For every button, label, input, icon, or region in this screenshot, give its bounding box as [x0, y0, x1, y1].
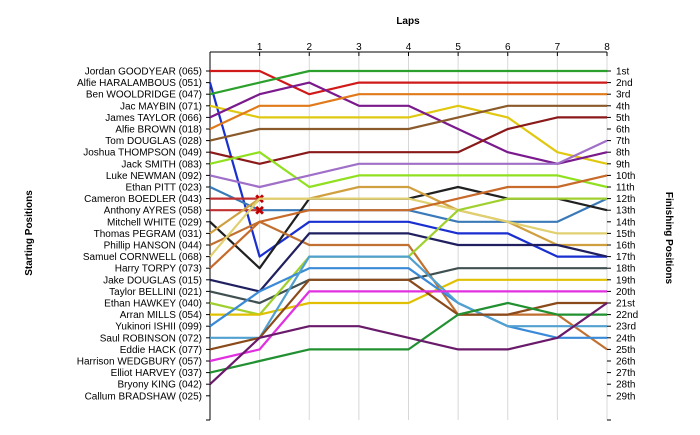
starting-driver-label: Anthony AYRES (058) [104, 206, 202, 217]
starting-driver-label: Jack SMITH (083) [121, 159, 202, 170]
finish-position-label: 21st [616, 299, 635, 310]
finish-position-label: 27th [616, 368, 635, 379]
finish-position-label: 3rd [616, 90, 630, 101]
finish-position-label: 12th [616, 194, 635, 205]
starting-driver-label: Mitchell WHITE (029) [107, 217, 202, 228]
x-axis-title: Laps [396, 16, 420, 27]
finish-position-label: 11th [616, 183, 635, 194]
series-line [209, 197, 607, 258]
axis-ticks: 1 2 3 4 5 6 7 8 [206, 42, 611, 421]
series-line [209, 116, 607, 165]
starting-driver-label: Joshua THOMPSON (049) [83, 148, 202, 159]
starting-driver-label: Eddie HACK (077) [120, 345, 202, 356]
starting-driver-label: Cameron BOEDLER (043) [84, 194, 202, 205]
series-line [209, 151, 608, 189]
retired-marker: ✖ [254, 204, 265, 219]
series-line [209, 301, 607, 374]
finish-position-label: 18th [616, 264, 635, 275]
x-tick-label: 2 [306, 42, 312, 53]
starting-driver-label: Elliot HARVEY (037) [111, 368, 202, 379]
starting-driver-label: Tom DOUGLAS (028) [105, 136, 202, 147]
x-tick-label: 4 [406, 42, 412, 53]
finish-position-label: 9th [616, 159, 630, 170]
finish-position-label: 26th [616, 357, 635, 368]
starting-driver-label: Luke NEWMAN (092) [106, 171, 202, 182]
x-tick-label: 5 [455, 42, 461, 53]
starting-driver-label: Ethan HAWKEY (040) [104, 299, 202, 310]
starting-driver-label: Alfie HARALAMBOUS (051) [77, 78, 202, 89]
x-tick-label: 3 [356, 42, 362, 53]
finish-position-label: 25th [616, 345, 635, 356]
finish-position-label: 6th [616, 125, 630, 136]
finish-position-label: 1st [616, 67, 630, 78]
finish-position-label: 7th [616, 136, 630, 147]
starting-driver-label: Samuel CORNWELL (068) [83, 252, 202, 263]
finish-position-label: 16th [616, 241, 635, 252]
finish-position-label: 5th [616, 113, 630, 124]
finish-position-label: 2nd [616, 78, 633, 89]
starting-driver-label: Jake DOUGLAS (015) [103, 275, 202, 286]
x-tick-label: 6 [505, 42, 511, 53]
starting-driver-label: Taylor BELLINI (021) [109, 287, 202, 298]
series-line [209, 81, 608, 165]
series-line [209, 174, 608, 270]
starting-driver-label: Arran MILLS (054) [120, 310, 202, 321]
series-line [209, 290, 607, 363]
series-line [209, 104, 608, 165]
finish-position-label: 17th [616, 252, 635, 263]
finish-position-label: 8th [616, 148, 630, 159]
finish-position-label: 23rd [616, 322, 636, 333]
series-line [209, 302, 608, 386]
finish-position-label: 15th [616, 229, 635, 240]
finish-position-label: 4th [616, 101, 630, 112]
series-line [209, 220, 608, 351]
finish-position-label: 14th [616, 217, 635, 228]
finish-position-label: 10th [616, 171, 635, 182]
starting-driver-label: Jac MAYBIN (071) [120, 101, 202, 112]
series-line [209, 278, 607, 351]
x-tick-label: 7 [555, 42, 561, 53]
x-tick-label: 1 [257, 42, 263, 53]
starting-driver-label: James TAYLOR (066) [105, 113, 202, 124]
starting-driver-label: Bryony KING (042) [118, 380, 202, 391]
finish-position-label: 28th [616, 380, 635, 391]
series-line [209, 232, 608, 293]
starting-driver-label: Saul ROBINSON (072) [100, 333, 202, 344]
series-line [209, 139, 608, 189]
y-axis-right-title: Finishing Positions [663, 192, 674, 285]
finish-position-label: 20th [616, 287, 635, 298]
position-lines: ✖✖ [208, 69, 608, 386]
starting-driver-label: Thomas PEGRAM (031) [94, 229, 202, 240]
starting-driver-label: Jordan GOODYEAR (065) [85, 67, 202, 78]
finish-position-label: 24th [616, 333, 635, 344]
starting-driver-label: Harry TORPY (073) [115, 264, 202, 275]
series-line [209, 69, 607, 96]
x-tick-label: 8 [604, 42, 610, 53]
series-line [209, 104, 607, 142]
driver-labels: 1st2nd3rd4th5th6th7th8th9th10th11th12th1… [77, 67, 638, 403]
starting-driver-label: Callum BRADSHAW (025) [85, 391, 202, 402]
starting-driver-label: Phillip HANSON (044) [104, 241, 202, 252]
series-line [210, 255, 607, 339]
finish-position-label: 19th [616, 275, 635, 286]
starting-driver-label: Ben WOOLDRIDGE (047) [86, 90, 202, 101]
finish-position-label: 22nd [616, 310, 638, 321]
y-axis-left-title: Starting Positions [24, 190, 35, 276]
finish-position-label: 29th [616, 391, 635, 402]
starting-driver-label: Alfie BROWN (018) [115, 125, 202, 136]
series-line [209, 93, 607, 130]
starting-driver-label: Harrison WEDGBURY (057) [77, 357, 202, 368]
series-line [209, 267, 607, 339]
starting-driver-label: Ethan PITT (023) [125, 183, 202, 194]
finish-position-label: 13th [616, 206, 635, 217]
starting-driver-label: Yukinori ISHII (099) [115, 322, 202, 333]
